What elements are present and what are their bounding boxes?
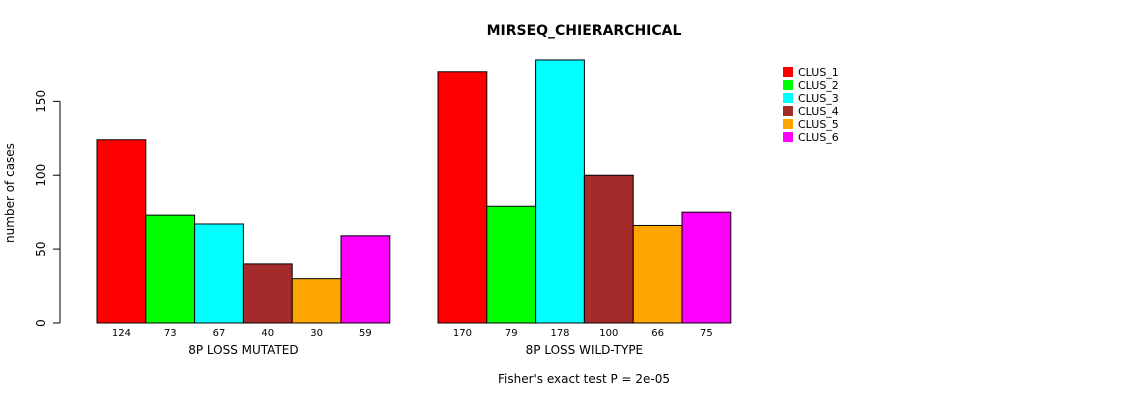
y-tick-label: 150 [34, 90, 48, 113]
group-label: 8P LOSS MUTATED [188, 343, 298, 357]
bar-value-label: 100 [599, 328, 618, 339]
legend-label: CLUS_4 [798, 105, 839, 118]
y-tick-label: 100 [34, 164, 48, 187]
bar-value-label: 59 [359, 328, 372, 339]
footnote: Fisher's exact test P = 2e-05 [498, 372, 670, 386]
bar-clus-6 [340, 235, 391, 324]
legend-label: CLUS_2 [798, 79, 839, 92]
legend-swatch [783, 119, 793, 129]
legend-swatch [783, 132, 793, 142]
legend-swatch [783, 80, 793, 90]
bar-value-label: 67 [213, 328, 226, 339]
bars: 124 73 67 40 30 59 8P LOSS MUTATED 170 79 178 100 6… [96, 59, 732, 357]
bar-clus-1 [437, 71, 488, 324]
bar-clus-1 [96, 139, 147, 324]
bar-value-label: 40 [261, 328, 274, 339]
bar-value-label: 79 [505, 328, 518, 339]
y-axis-label: number of cases [3, 143, 17, 243]
legend-swatch [783, 93, 793, 103]
bar-clus-3 [194, 223, 244, 324]
bar-clus-5 [632, 224, 683, 324]
bar-value-label: 73 [164, 328, 177, 339]
legend-label: CLUS_3 [798, 92, 839, 105]
bar-value-label: 170 [453, 328, 472, 339]
legend-label: CLUS_5 [798, 118, 839, 131]
group-label: 8P LOSS WILD-TYPE [526, 343, 643, 357]
y-tick-label: 0 [34, 319, 48, 327]
bar-clus-4 [242, 263, 293, 324]
bar-clus-2 [145, 214, 196, 324]
bar-value-label: 124 [112, 328, 131, 339]
bar-clus-4 [583, 174, 634, 324]
chart-title: MIRSEQ_CHIERARCHICAL [487, 23, 682, 39]
bar-value-label: 178 [550, 328, 569, 339]
bar-clus-3 [535, 59, 585, 324]
bar-clus-5 [291, 278, 342, 324]
bar-value-label: 30 [310, 328, 323, 339]
bar-value-label: 66 [651, 328, 664, 339]
legend-label: CLUS_1 [798, 66, 839, 79]
y-tick-label: 50 [34, 241, 48, 256]
legend-label: CLUS_6 [798, 131, 839, 144]
bar-value-label: 75 [700, 328, 713, 339]
legend-swatch [783, 67, 793, 77]
legend-swatch [783, 106, 793, 116]
bar-clus-2 [486, 205, 537, 324]
y-axis: 0 50 100 150 [34, 90, 61, 327]
bar-clus-6 [681, 211, 732, 324]
